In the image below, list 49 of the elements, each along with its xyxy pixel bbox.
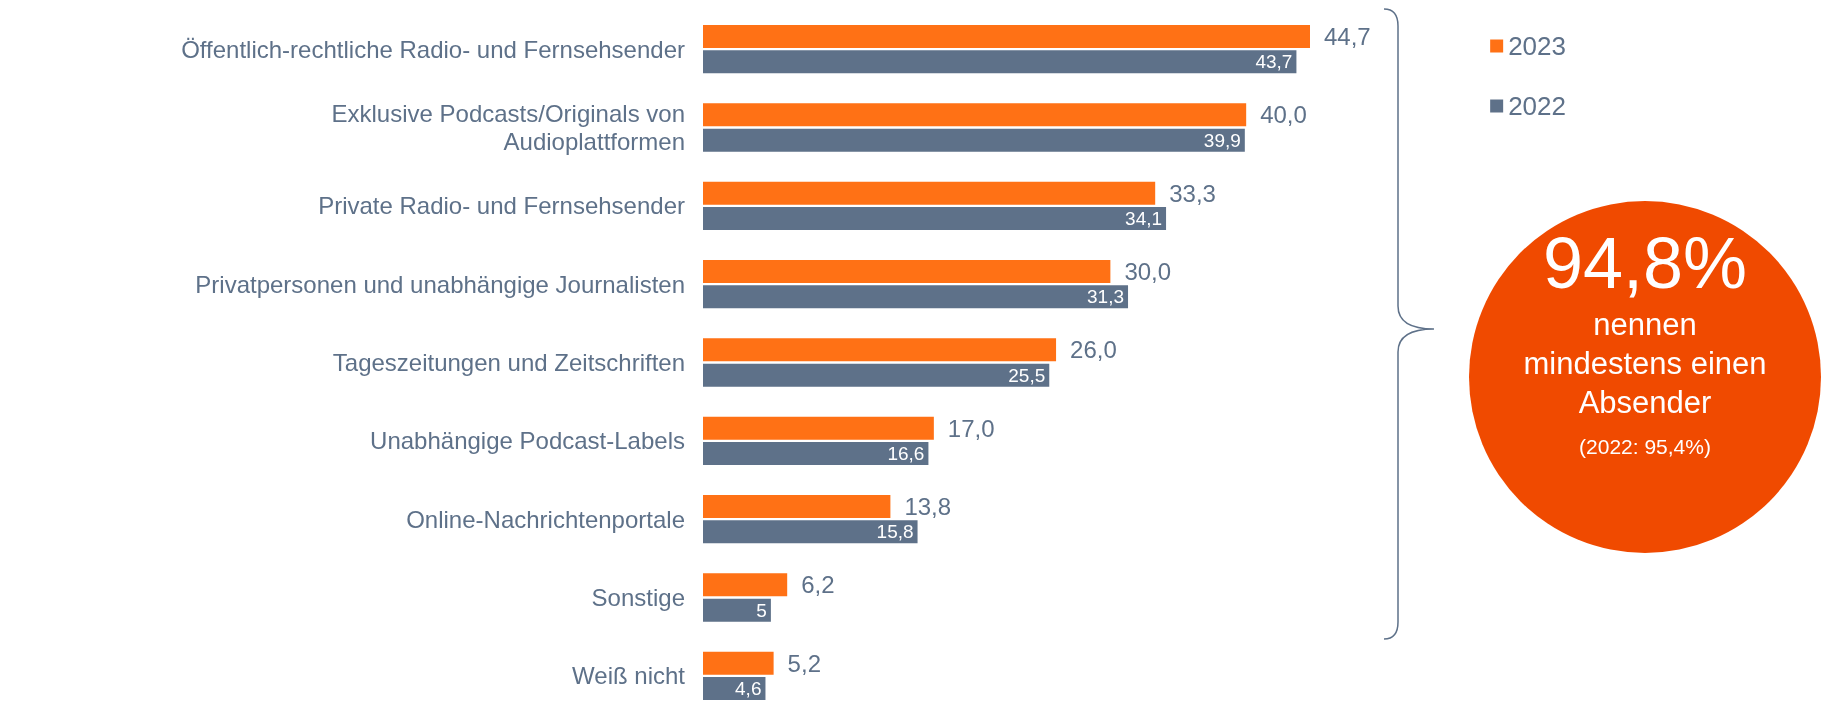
legend-label: 2022 <box>1508 91 1566 121</box>
data-label: 4,6 <box>735 677 762 699</box>
bar <box>703 416 934 440</box>
bar <box>703 573 788 597</box>
bar <box>703 103 1247 127</box>
y-tick-label: Öffentlich-rechtliche Radio- und Fernsehsender <box>181 35 685 63</box>
y-tick-label: Sonstige <box>591 584 685 611</box>
bar <box>703 495 891 519</box>
data-label: 26,0 <box>1070 336 1117 364</box>
data-label: 44,7 <box>1324 23 1371 51</box>
data-label: 17,0 <box>947 414 995 442</box>
data-label: 34,1 <box>1125 207 1163 229</box>
data-label: 6,2 <box>801 571 835 599</box>
y-tick-label: Privatpersonen und unabhängige Journalisten <box>195 270 685 298</box>
bar <box>703 260 1111 284</box>
data-label: 16,6 <box>887 442 925 464</box>
data-label: 25,5 <box>1008 364 1046 386</box>
text: nennen mindestens einen Absender <box>1522 306 1768 422</box>
data-label: 5 <box>756 599 767 621</box>
text: (2022: 95,4%) <box>1578 435 1712 460</box>
data-label: 43,7 <box>1255 51 1293 73</box>
data-label: 5,2 <box>787 649 821 677</box>
bar <box>703 25 1310 49</box>
bar <box>703 50 1297 74</box>
data-label: 31,3 <box>1087 286 1125 308</box>
bar <box>703 363 1050 387</box>
bar <box>703 598 771 622</box>
y-tick-label: Exklusive Podcasts/Originals von Audioplattformen <box>331 100 685 155</box>
data-label: 40,0 <box>1260 101 1307 129</box>
y-tick-label: Tageszeitungen und Zeitschriften <box>332 349 685 376</box>
text: 94,8% <box>1541 222 1749 305</box>
bar <box>703 285 1129 309</box>
bar <box>703 441 929 465</box>
data-label: 30,0 <box>1124 258 1172 286</box>
data-label: 39,9 <box>1203 129 1241 151</box>
y-tick-label: Weiß nicht <box>572 662 686 690</box>
bar <box>703 128 1245 152</box>
y-tick-label: Online-Nachrichtenportale <box>406 505 685 533</box>
y-tick-label: Unabhängige Podcast-Labels <box>370 427 685 455</box>
data-label: 15,8 <box>876 521 914 543</box>
data-label: 33,3 <box>1169 179 1216 207</box>
y-tick-label: Private Radio- und Fernsehsender <box>318 192 685 220</box>
bar <box>703 651 774 675</box>
bar <box>703 206 1167 230</box>
legend-label: 2023 <box>1508 31 1566 61</box>
bar <box>703 338 1057 362</box>
bar <box>703 181 1156 205</box>
bar <box>703 520 918 544</box>
data-label: 13,8 <box>904 493 952 521</box>
